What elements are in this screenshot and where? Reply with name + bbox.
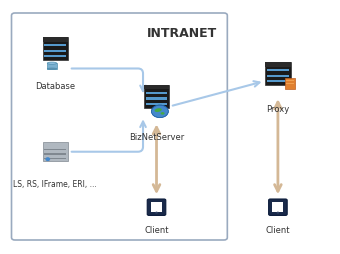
Circle shape [276, 212, 279, 214]
FancyBboxPatch shape [12, 14, 227, 240]
Bar [286, 84, 294, 85]
Circle shape [151, 106, 168, 118]
Bar [144, 86, 169, 90]
Bar [272, 202, 284, 212]
Ellipse shape [160, 113, 165, 115]
FancyBboxPatch shape [144, 86, 169, 108]
Bar [267, 81, 289, 83]
Text: INTRANET: INTRANET [147, 26, 217, 39]
Bar [45, 154, 66, 155]
Text: Proxy: Proxy [266, 104, 290, 113]
Circle shape [155, 212, 158, 214]
Bar [265, 63, 291, 68]
Text: Client: Client [144, 225, 169, 234]
Text: LS, RS, IFrame, ERI, ...: LS, RS, IFrame, ERI, ... [14, 180, 97, 189]
FancyBboxPatch shape [269, 199, 287, 216]
FancyBboxPatch shape [43, 38, 68, 60]
Bar [47, 64, 57, 69]
Bar [267, 70, 289, 72]
Ellipse shape [47, 69, 57, 70]
Bar [45, 56, 66, 58]
FancyBboxPatch shape [43, 143, 68, 162]
Bar [45, 50, 66, 52]
Text: BizNetServer: BizNetServer [129, 132, 184, 141]
FancyBboxPatch shape [147, 199, 166, 216]
FancyBboxPatch shape [265, 63, 291, 86]
Bar [45, 45, 66, 47]
Bar [45, 158, 66, 160]
Bar [151, 202, 162, 212]
Bar [146, 98, 168, 100]
Bar [45, 149, 66, 150]
Ellipse shape [47, 63, 57, 65]
Circle shape [46, 158, 49, 161]
Text: Client: Client [266, 225, 290, 234]
Bar [146, 92, 168, 94]
Bar [43, 38, 68, 42]
Bar [286, 81, 294, 82]
Ellipse shape [155, 109, 162, 113]
Text: Database: Database [35, 82, 75, 91]
Bar [146, 104, 168, 106]
Bar [267, 75, 289, 77]
FancyBboxPatch shape [285, 79, 295, 90]
Bar [286, 87, 294, 88]
